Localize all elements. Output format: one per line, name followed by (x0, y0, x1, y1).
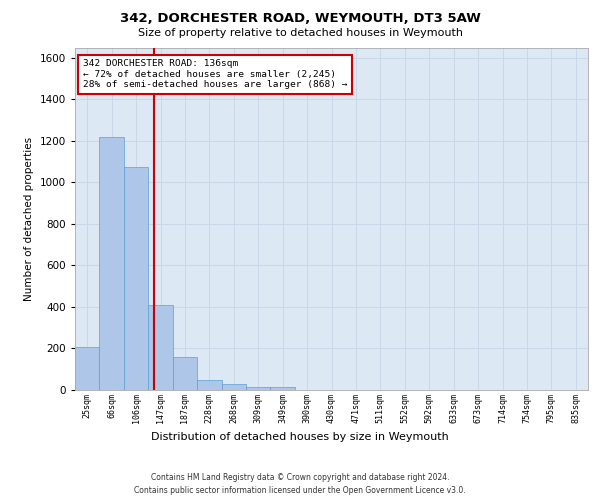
Bar (124, 167, 148, 390)
Bar (271, 387, 295, 390)
Text: Size of property relative to detached houses in Weymouth: Size of property relative to detached ho… (137, 28, 463, 38)
Bar (148, 305, 173, 390)
Text: 342 DORCHESTER ROAD: 136sqm
← 72% of detached houses are smaller (2,245)
28% of : 342 DORCHESTER ROAD: 136sqm ← 72% of det… (83, 60, 347, 90)
Bar (246, 387, 271, 390)
Bar (221, 384, 246, 390)
Bar (173, 357, 197, 390)
Y-axis label: Number of detached properties: Number of detached properties (24, 136, 34, 301)
Text: Contains public sector information licensed under the Open Government Licence v3: Contains public sector information licen… (134, 486, 466, 495)
Bar (75, 348, 100, 390)
Text: Distribution of detached houses by size in Weymouth: Distribution of detached houses by size … (151, 432, 449, 442)
Text: Contains HM Land Registry data © Crown copyright and database right 2024.: Contains HM Land Registry data © Crown c… (151, 472, 449, 482)
Bar (197, 380, 221, 390)
Bar (100, 137, 124, 390)
Text: 342, DORCHESTER ROAD, WEYMOUTH, DT3 5AW: 342, DORCHESTER ROAD, WEYMOUTH, DT3 5AW (119, 12, 481, 26)
